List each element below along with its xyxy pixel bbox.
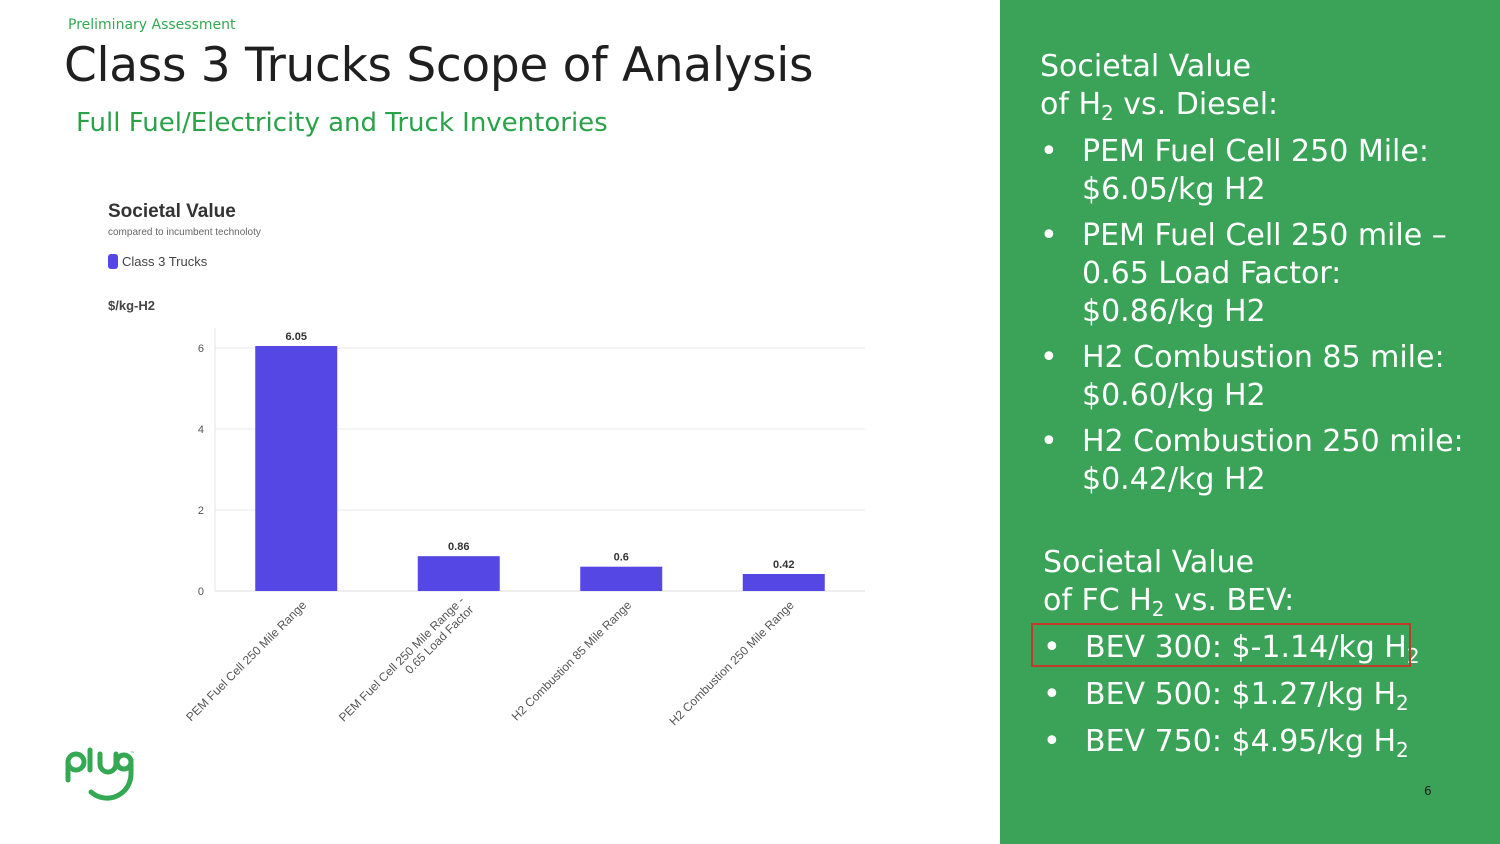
bev-item-3-sub: 2 [1396, 738, 1409, 762]
societal-value-chart: Societal Value compared to incumbent tec… [100, 195, 880, 755]
svg-text:™: ™ [130, 751, 135, 757]
bullet: • [1040, 340, 1058, 375]
bar [580, 566, 663, 591]
kicker-label: Preliminary Assessment [68, 17, 236, 33]
diesel-heading-text-end: vs. Diesel: [1113, 87, 1279, 122]
x-tick-label-line: H2 Combustion 250 Mile Range [667, 598, 797, 728]
right-panel: Societal Value of H2 vs. Diesel: • PEM F… [1000, 0, 1500, 844]
x-tick-label: H2 Combustion 85 Mile Range [509, 598, 635, 724]
chart-title: Societal Value [108, 201, 236, 222]
diesel-item-2-line3: $0.86/kg H2 [1082, 294, 1266, 329]
bev-item-1: • BEV 300: $-1.14/kg H2 [1043, 629, 1420, 667]
bev-heading-sub: 2 [1151, 597, 1165, 621]
bullet: • [1043, 630, 1061, 665]
bev-item-1-text: BEV 300: $-1.14/kg H [1085, 630, 1407, 665]
bullet: • [1040, 218, 1058, 253]
page-subtitle: Full Fuel/Electricity and Truck Inventor… [76, 108, 608, 138]
bar [255, 345, 338, 591]
y-tick-label: 2 [198, 505, 204, 517]
x-tick-label: PEM Fuel Cell 250 Mile Range [183, 598, 309, 724]
bev-item-2-sub: 2 [1396, 691, 1409, 715]
bar-chart-svg: 0 2 4 6 6.05 PEM Fuel Cell 250 Mile Range 0.86… [183, 327, 865, 733]
bev-heading-line2: of FC H2 vs. BEV: [1043, 582, 1294, 620]
diesel-item-3-line1: H2 Combustion 85 mile: [1082, 340, 1445, 375]
chart-legend: Class 3 Trucks [108, 254, 207, 269]
bullet: • [1040, 134, 1058, 169]
bar [742, 573, 825, 591]
x-tick-label-line: PEM Fuel Cell 250 Mile Range [183, 598, 309, 724]
data-label: 0.42 [773, 559, 794, 571]
y-tick-label: 6 [198, 343, 204, 355]
bev-item-3: • BEV 750: $4.95/kg H2 [1043, 723, 1409, 762]
bullet: • [1043, 677, 1061, 712]
diesel-item-2: • PEM Fuel Cell 250 mile – 0.65 Load Fac… [1040, 217, 1447, 331]
bev-heading-text-end: vs. BEV: [1164, 583, 1295, 618]
page-number: 6 [1424, 784, 1432, 798]
bev-heading: Societal Value of FC H2 vs. BEV: [1043, 544, 1294, 620]
page-title: Class 3 Trucks Scope of Analysis [64, 38, 814, 93]
diesel-item-1: • PEM Fuel Cell 250 Mile: $6.05/kg H2 [1040, 133, 1429, 209]
plug-logo: plug ™ [65, 747, 135, 801]
y-tick-label: 4 [198, 424, 204, 436]
diesel-item-2-line1: PEM Fuel Cell 250 mile – [1082, 218, 1447, 253]
x-tick-label: PEM Fuel Cell 250 Mile Range -0.65 Load … [336, 593, 476, 733]
diesel-item-3-line2: $0.60/kg H2 [1082, 378, 1266, 413]
diesel-heading-sub: 2 [1101, 101, 1114, 125]
diesel-item-4-line1: H2 Combustion 250 mile: [1082, 424, 1464, 459]
diesel-heading-text: of H [1040, 87, 1102, 122]
chart-subtitle: compared to incumbent technoloty [108, 227, 261, 238]
diesel-item-2-line2: 0.65 Load Factor: [1082, 256, 1342, 291]
bullet: • [1043, 724, 1061, 759]
x-tick-label: H2 Combustion 250 Mile Range [667, 598, 797, 728]
diesel-item-1-line2: $6.05/kg H2 [1082, 172, 1266, 207]
legend-swatch [108, 254, 118, 269]
bev-heading-text: of FC H [1043, 583, 1152, 618]
x-tick-label-line: PEM Fuel Cell 250 Mile Range - [336, 593, 467, 724]
diesel-heading: Societal Value of H2 vs. Diesel: [1040, 48, 1278, 124]
y-tick-label: 0 [198, 586, 204, 598]
y-axis-label: $/kg-H2 [108, 298, 155, 313]
diesel-item-1-line1: PEM Fuel Cell 250 Mile: [1082, 134, 1429, 169]
bar [417, 556, 500, 591]
bullet: • [1040, 424, 1058, 459]
diesel-item-4-line2: $0.42/kg H2 [1082, 462, 1266, 497]
bev-item-2-text: BEV 500: $1.27/kg H [1085, 677, 1397, 712]
data-label: 6.05 [286, 331, 307, 343]
bev-item-2: • BEV 500: $1.27/kg H2 [1043, 676, 1409, 715]
bev-item-3-text: BEV 750: $4.95/kg H [1085, 724, 1397, 759]
data-label: 0.6 [614, 552, 629, 564]
legend-label: Class 3 Trucks [122, 254, 208, 269]
diesel-item-3: • H2 Combustion 85 mile: $0.60/kg H2 [1040, 339, 1445, 415]
diesel-heading-line1: Societal Value [1040, 49, 1252, 84]
diesel-heading-line2: of H2 vs. Diesel: [1040, 86, 1278, 124]
highlight-box [1031, 623, 1411, 667]
diesel-item-4: • H2 Combustion 250 mile: $0.42/kg H2 [1040, 423, 1464, 499]
x-tick-label-line: H2 Combustion 85 Mile Range [509, 598, 635, 724]
bev-heading-line1: Societal Value [1043, 545, 1255, 580]
data-label: 0.86 [448, 541, 469, 553]
